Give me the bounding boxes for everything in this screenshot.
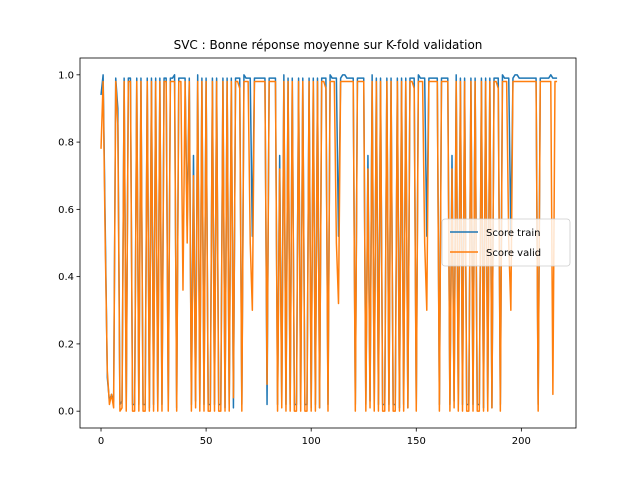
- plot-area: [100, 74, 558, 412]
- series-line-score-valid: [100, 80, 558, 412]
- y-tick-label: 0.6: [58, 205, 74, 216]
- legend-box: [441, 218, 571, 267]
- y-tick-label: 0.2: [58, 339, 74, 350]
- x-tick-label: 150: [407, 436, 426, 447]
- y-tick-label: 1.0: [58, 70, 74, 81]
- x-tick-label: 200: [512, 436, 531, 447]
- x-tick-label: 50: [200, 436, 213, 447]
- legend-label-score-valid: Score valid: [486, 248, 541, 259]
- x-axis: 0 50 100 150 200: [98, 428, 531, 447]
- legend: Score train Score valid: [441, 218, 571, 267]
- x-tick-label: 0: [98, 436, 104, 447]
- chart-title: SVC : Bonne réponse moyenne sur K-fold v…: [174, 38, 483, 52]
- x-tick-label: 100: [302, 436, 321, 447]
- y-tick-label: 0.8: [58, 138, 74, 149]
- y-axis: 0.0 0.2 0.4 0.6 0.8 1.0: [58, 70, 80, 418]
- axes-frame: [79, 57, 577, 429]
- y-tick-label: 0.0: [58, 407, 74, 418]
- y-tick-label: 0.4: [58, 272, 74, 283]
- legend-label-score-train: Score train: [486, 228, 540, 239]
